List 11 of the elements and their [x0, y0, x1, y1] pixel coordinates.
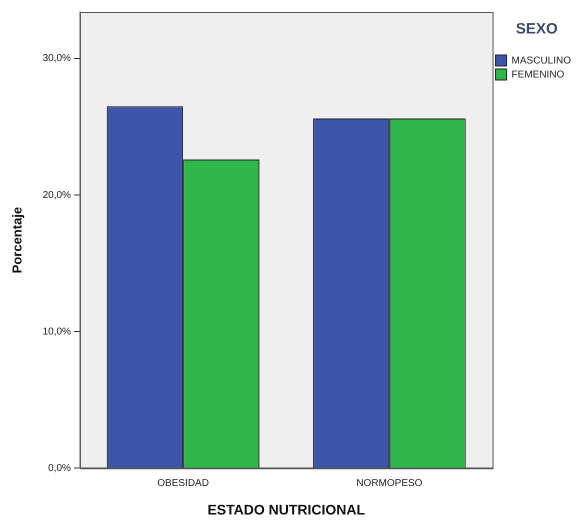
x-tick-label: OBESIDAD	[157, 478, 209, 489]
y-tick-label: 20,0%	[42, 190, 72, 201]
x-axis-title: ESTADO NUTRICIONAL	[207, 501, 366, 518]
y-tick-label: 10,0%	[42, 326, 72, 338]
y-tick-label: 0,0%	[48, 462, 72, 474]
y-tick-label: 30,0%	[42, 53, 72, 64]
legend-label: FEMENINO	[512, 69, 565, 80]
y-axis-title: Porcentaje	[9, 206, 24, 274]
legend-label: MASCULINO	[512, 55, 572, 66]
legend-title: SEXO	[516, 20, 558, 38]
x-tick-label: NORMOPESO	[356, 478, 423, 489]
